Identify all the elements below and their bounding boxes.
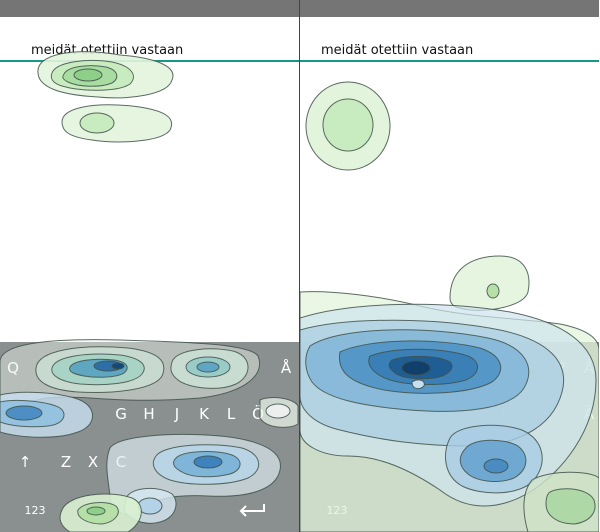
status-bar (0, 0, 299, 17)
contour (50, 60, 134, 91)
key-l[interactable]: L (226, 405, 236, 423)
key-k[interactable]: K (199, 405, 209, 423)
key-p[interactable]: P (556, 359, 566, 377)
left-panel: meidät otettiin vastaan Q Å G H J K L Ö … (0, 0, 299, 532)
key-g[interactable]: G (115, 405, 127, 423)
status-bar (300, 0, 599, 17)
right-panel: meidät otettiin vastaan P Å K Ä 123 (300, 0, 599, 532)
contour (322, 98, 374, 152)
contour (449, 255, 530, 311)
key-oe[interactable]: Ö (252, 405, 264, 423)
text-field-value: meidät otettiin vastaan (321, 43, 474, 58)
shift-icon[interactable]: ↑ (18, 453, 32, 471)
key-h[interactable]: H (143, 405, 155, 423)
key-q[interactable]: Q (7, 359, 19, 377)
text-field-underline (300, 60, 599, 62)
keyboard: P Å K Ä 123 (300, 342, 599, 532)
key-c[interactable]: C (115, 453, 127, 471)
key-z[interactable]: Z (60, 453, 72, 471)
key-aa[interactable]: Å (583, 359, 595, 377)
text-field-value: meidät otettiin vastaan (31, 43, 184, 58)
key-x[interactable]: X (87, 453, 99, 471)
keyboard: Q Å G H J K L Ö ↑ Z X C 123 (0, 342, 299, 532)
contour (79, 112, 115, 134)
panel-divider (299, 0, 300, 532)
contour (73, 68, 103, 82)
contour (486, 283, 500, 299)
contour (62, 65, 118, 87)
key-j[interactable]: J (174, 405, 180, 423)
text-field[interactable]: meidät otettiin vastaan (0, 40, 299, 62)
text-field-underline (0, 60, 299, 62)
contour (61, 104, 172, 143)
key-aa[interactable]: Å (280, 359, 292, 377)
key-ae[interactable]: Ä (583, 405, 595, 423)
enter-icon[interactable] (234, 488, 270, 532)
contour (305, 81, 391, 171)
key-k[interactable]: K (501, 405, 511, 423)
key-123[interactable]: 123 (326, 503, 348, 517)
key-123[interactable]: 123 (24, 503, 46, 517)
text-field[interactable]: meidät otettiin vastaan (300, 40, 599, 62)
